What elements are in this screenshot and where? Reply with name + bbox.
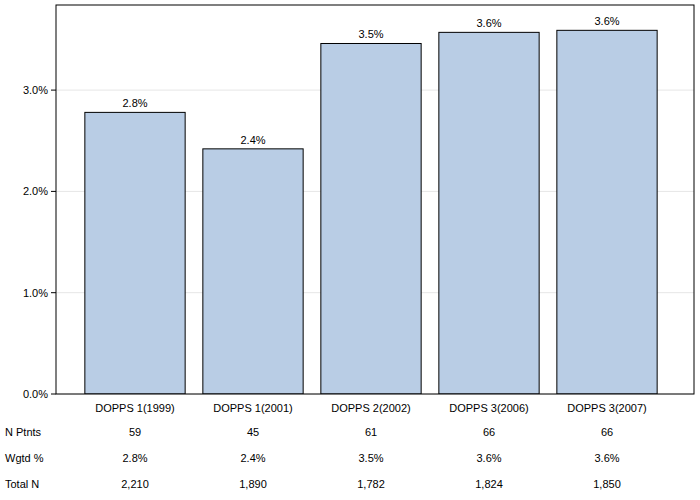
table-cell: 2.4% <box>240 452 265 464</box>
data-label: 3.6% <box>594 15 619 27</box>
tick-label: 0.0% <box>23 388 48 400</box>
category-label: DOPPS 2(2002) <box>331 402 410 414</box>
table-cell: 3.6% <box>476 452 501 464</box>
tick-label: 2.0% <box>23 185 48 197</box>
tick-label: 1.0% <box>23 287 48 299</box>
tick-label: 3.0% <box>23 84 48 96</box>
table-cell: 45 <box>247 426 259 438</box>
category-label: DOPPS 1(2001) <box>213 402 292 414</box>
tick-mark <box>51 292 56 293</box>
table-cell: 1,890 <box>239 478 267 490</box>
row-label: Total N <box>5 478 39 490</box>
row-label: N Ptnts <box>5 426 42 438</box>
data-label: 3.6% <box>476 17 501 29</box>
bar <box>85 112 185 394</box>
data-label: 2.4% <box>240 134 265 146</box>
table-cell: 3.5% <box>358 452 383 464</box>
table-cell: 2,210 <box>121 478 149 490</box>
category-label: DOPPS 3(2007) <box>567 402 646 414</box>
bar <box>439 32 539 394</box>
category-label: DOPPS 1(1999) <box>95 402 174 414</box>
data-label: 2.8% <box>122 97 147 109</box>
table-cell: 61 <box>365 426 377 438</box>
table-cell: 3.6% <box>594 452 619 464</box>
table-cell: 66 <box>483 426 495 438</box>
table-cell: 1,782 <box>357 478 385 490</box>
table-cell: 1,850 <box>593 478 621 490</box>
bar <box>203 149 303 394</box>
chart: 0.0% 1.0% 2.0% 3.0% 2.8% 2.4% 3.5% 3.6% 3.6% DOPP… <box>0 0 700 500</box>
table-cell: 66 <box>601 426 613 438</box>
table-cell: 2.8% <box>122 452 147 464</box>
background <box>0 0 700 500</box>
plot-frame <box>56 5 694 394</box>
tick-mark <box>51 394 56 395</box>
data-label: 3.5% <box>358 28 383 40</box>
bar <box>321 43 421 394</box>
row-label: Wgtd % <box>5 452 44 464</box>
category-label: DOPPS 3(2006) <box>449 402 528 414</box>
tick-mark <box>51 191 56 192</box>
tick-mark <box>51 90 56 91</box>
table-cell: 1,824 <box>475 478 503 490</box>
table-cell: 59 <box>129 426 141 438</box>
bars <box>85 30 657 394</box>
bar <box>557 30 657 394</box>
